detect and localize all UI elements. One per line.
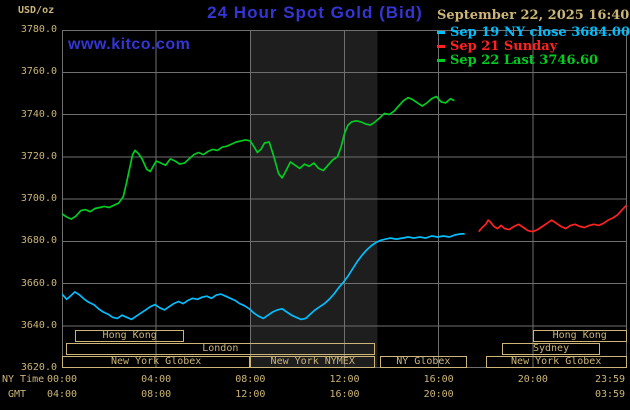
y-axis-tick-3760.0: 3760.0 bbox=[20, 66, 57, 78]
legend-item-sep21-sunday: Sep 21 Sunday bbox=[437, 38, 630, 54]
y-axis-tick-3620.0: 3620.0 bbox=[20, 362, 57, 373]
legend-marker-sep19-ny-close bbox=[437, 30, 445, 34]
legend-label: Sep 21 Sunday bbox=[450, 38, 558, 54]
ny-time-tick-12:00: 12:00 bbox=[329, 374, 360, 385]
chart-legend: Sep 19 NY close 3684.00 Sep 21 Sunday Sep … bbox=[437, 24, 630, 68]
gmt-axis-caption: GMT bbox=[8, 389, 27, 400]
kitco-watermark-link[interactable]: www.kitco.com bbox=[68, 36, 191, 53]
y-axis-tick-3700.0: 3700.0 bbox=[20, 193, 57, 204]
chart-plot-area: www.kitco.com Hong Kong Hong Kong London Sy… bbox=[62, 30, 627, 368]
y-axis-tick-3680.0: 3680.0 bbox=[20, 235, 57, 247]
chart-info-block: September 22, 2025 16:40 Sep 19 NY close… bbox=[437, 8, 630, 68]
y-axis-tick-3780.0: 3780.0 bbox=[20, 24, 57, 35]
series-line-sep22 bbox=[62, 95, 455, 220]
session-hong-kong-late: Hong Kong bbox=[532, 330, 627, 342]
legend-item-sep19-ny-close: Sep 19 NY close 3684.00 bbox=[437, 24, 630, 40]
y-axis-tick-3660.0: 3660.0 bbox=[20, 277, 57, 289]
series-line-sep21 bbox=[478, 204, 627, 233]
session-london: London bbox=[65, 343, 376, 355]
session-new-york-nymex: New York NYMEX bbox=[250, 356, 376, 368]
session-ny-globex: NY Globex bbox=[379, 356, 467, 368]
gmt-tick-03:59: 03:59 bbox=[594, 389, 626, 400]
y-axis-tick-3640.0: 3640.0 bbox=[20, 319, 57, 331]
gmt-tick-20:00: 20:00 bbox=[423, 389, 454, 400]
legend-marker-sep21-sunday bbox=[437, 44, 445, 48]
session-sydney: Sydney bbox=[502, 343, 600, 355]
ny-time-tick-16:00: 16:00 bbox=[423, 374, 454, 385]
legend-label: Sep 19 NY close 3684.00 bbox=[449, 24, 630, 40]
market-sessions: Hong Kong Hong Kong London Sydney New York G… bbox=[62, 30, 627, 368]
y-axis-tick-3720.0: 3720.0 bbox=[20, 150, 57, 162]
ny-time-tick-08:00: 08:00 bbox=[235, 374, 266, 385]
price-chart-svg bbox=[62, 30, 627, 368]
gmt-tick-16:00: 16:00 bbox=[329, 389, 360, 400]
session-hong-kong-early: Hong Kong bbox=[74, 330, 185, 342]
series-line-sep19 bbox=[62, 233, 465, 321]
ny-time-axis-caption: NY Time bbox=[2, 374, 45, 385]
session-new-york-globex-late: New York Globex bbox=[485, 356, 627, 368]
ny-time-tick-04:00: 04:00 bbox=[141, 374, 172, 385]
legend-marker-sep22-last bbox=[437, 58, 445, 62]
ny-time-tick-20:00: 20:00 bbox=[517, 374, 548, 385]
gmt-tick-08:00: 08:00 bbox=[141, 389, 172, 400]
ny-time-tick-23:59: 23:59 bbox=[594, 374, 626, 385]
ny-time-tick-00:00: 00:00 bbox=[46, 374, 78, 385]
page-title: 24 Hour Spot Gold (Bid) bbox=[207, 3, 423, 22]
legend-item-sep22-last: Sep 22 Last 3746.60 bbox=[437, 52, 630, 68]
gmt-tick-12:00: 12:00 bbox=[235, 389, 266, 400]
chart-datetime: September 22, 2025 16:40 bbox=[437, 8, 630, 23]
gmt-tick-04:00: 04:00 bbox=[46, 389, 78, 400]
session-new-york-globex-early: New York Globex bbox=[62, 356, 251, 368]
unit-label: USD/oz bbox=[18, 5, 55, 16]
y-axis-tick-3740.0: 3740.0 bbox=[20, 108, 57, 120]
legend-label: Sep 22 Last 3746.60 bbox=[450, 52, 599, 68]
